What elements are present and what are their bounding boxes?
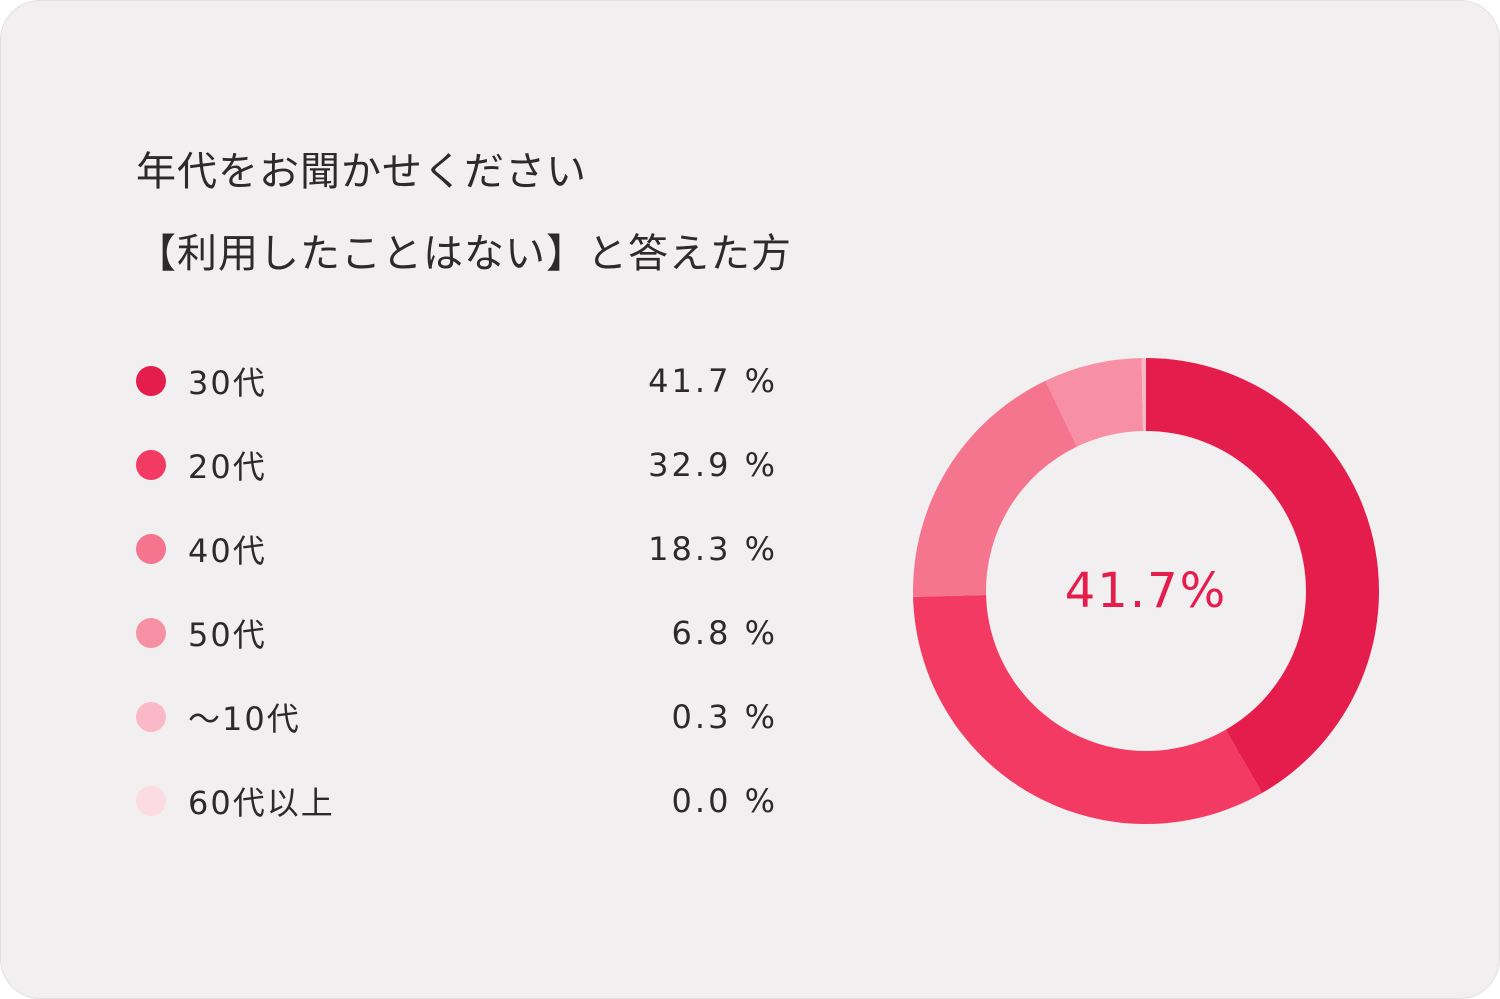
legend-label: 40代 <box>188 532 267 570</box>
donut-slice-3 <box>913 380 1077 597</box>
chart-title: 年代をお聞かせください 【利用したことはない】と答えた方 <box>136 131 792 295</box>
chart-title-line-2: 【利用したことはない】と答えた方 <box>136 231 792 277</box>
legend-item: 40代 18.3 % <box>136 507 786 591</box>
legend-label: ～10代 <box>188 700 301 738</box>
donut-slice-2 <box>913 595 1263 824</box>
legend-value: 41.7 % <box>648 362 778 400</box>
legend-value: 32.9 % <box>648 446 778 484</box>
legend-item: ～10代 0.3 % <box>136 675 786 759</box>
legend-value: 18.3 % <box>648 530 778 568</box>
legend-swatch <box>136 702 166 732</box>
legend-item: 60代以上 0.0 % <box>136 759 786 843</box>
legend-swatch <box>136 450 166 480</box>
legend-label: 50代 <box>188 616 267 654</box>
legend-swatch <box>136 618 166 648</box>
donut-slice-5 <box>1141 358 1146 432</box>
legend-swatch <box>136 366 166 396</box>
donut-slice-1 <box>1146 358 1379 794</box>
legend-swatch <box>136 786 166 816</box>
donut-chart: 41.7% <box>901 346 1391 836</box>
legend-item: 50代 6.8 % <box>136 591 786 675</box>
legend-item: 30代 41.7 % <box>136 339 786 423</box>
legend-value: 0.3 % <box>671 698 778 736</box>
legend-label: 30代 <box>188 364 267 402</box>
donut-slice-4 <box>1045 358 1143 447</box>
legend-label: 60代以上 <box>188 784 335 822</box>
donut-svg <box>913 358 1379 824</box>
legend-label: 20代 <box>188 448 267 486</box>
chart-title-line-1: 年代をお聞かせください <box>136 149 587 195</box>
legend-value: 6.8 % <box>671 614 778 652</box>
legend-swatch <box>136 534 166 564</box>
legend-value: 0.0 % <box>671 782 778 820</box>
chart-legend: 30代 41.7 % 20代 32.9 % 40代 18.3 % 50代 6.8… <box>136 339 786 843</box>
legend-item: 20代 32.9 % <box>136 423 786 507</box>
